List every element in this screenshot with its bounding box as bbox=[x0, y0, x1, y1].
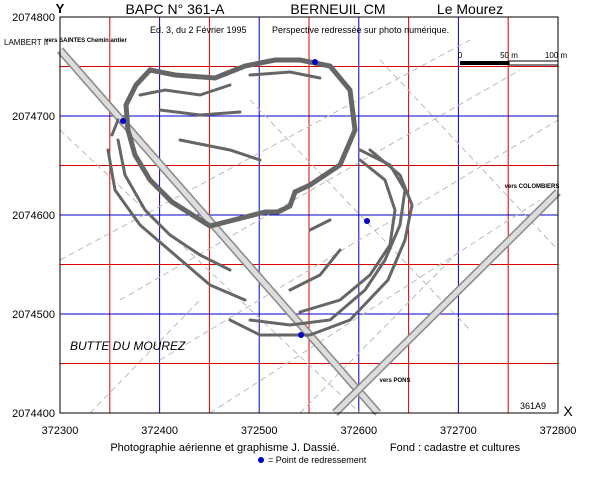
x-tick-label: 372600 bbox=[340, 425, 377, 437]
direction-label: vers PONS bbox=[379, 378, 410, 384]
y-tick-label: 2074700 bbox=[12, 111, 55, 123]
edition: Ed. 3, du 2 Février 1995 bbox=[150, 25, 247, 35]
direction-label: vers SAINTES Chemin antier bbox=[45, 38, 127, 44]
projection: LAMBERT II bbox=[4, 38, 48, 47]
labels: Y BAPC N° 361-A BERNEUIL CM Le Mourez LA… bbox=[4, 1, 573, 465]
scale-label: 100 m bbox=[545, 51, 568, 60]
title: BAPC N° 361-A bbox=[126, 1, 226, 17]
x-tick-label: 372400 bbox=[141, 425, 178, 437]
x-tick-label: 372700 bbox=[440, 425, 477, 437]
roads bbox=[56, 47, 561, 416]
x-tick-label: 372500 bbox=[241, 425, 278, 437]
x-tick-label: 372800 bbox=[540, 425, 577, 437]
scale-label: 0 bbox=[458, 51, 463, 60]
scale-bar bbox=[460, 60, 559, 66]
y-tick-label: 2074500 bbox=[12, 309, 55, 321]
axis-x-label: X bbox=[563, 403, 573, 419]
method: Perspective redressée sur photo numériqu… bbox=[272, 25, 449, 35]
credit: Photographie aérienne et graphisme J. Da… bbox=[110, 442, 339, 454]
frame bbox=[59, 16, 559, 414]
axis-y-label: Y bbox=[56, 1, 65, 16]
earthworks bbox=[106, 57, 414, 337]
y-tick-label: 2074400 bbox=[12, 408, 55, 420]
y-tick-label: 2074600 bbox=[12, 210, 55, 222]
y-tick-label: 2074800 bbox=[12, 12, 55, 24]
reference: 361A9 bbox=[520, 401, 546, 411]
butte-label: BUTTE DU MOUREZ bbox=[70, 339, 186, 353]
background-source: Fond : cadastre et cultures bbox=[390, 442, 521, 454]
legend: = Point de redressement bbox=[268, 455, 367, 465]
place: Le Mourez bbox=[437, 1, 503, 17]
scale-label: 50 m bbox=[500, 51, 518, 60]
x-tick-label: 372300 bbox=[42, 425, 79, 437]
cadastre bbox=[59, 39, 559, 414]
site: BERNEUIL CM bbox=[290, 1, 385, 17]
direction-label: vers COLOMBIERS bbox=[505, 184, 560, 190]
control-points bbox=[120, 59, 370, 463]
